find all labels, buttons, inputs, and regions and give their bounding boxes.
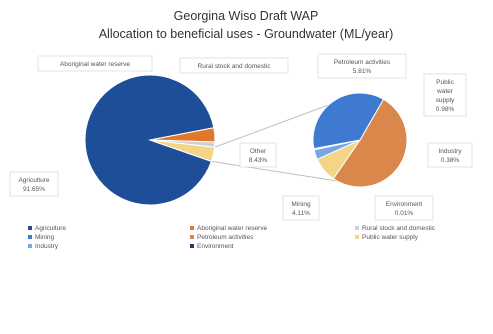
legend: Agriculture Mining Industry Aboriginal wate… <box>28 225 436 250</box>
other-pie <box>312 92 408 188</box>
pie-connector-lines <box>211 96 351 184</box>
legend-item: Mining <box>28 234 55 241</box>
callout-box <box>179 57 289 74</box>
callout-mining: Mining 4.11% <box>282 195 320 221</box>
callout-box <box>317 53 407 79</box>
legend-item: Aboriginal water reserve <box>190 225 267 232</box>
legend-swatch <box>28 244 32 248</box>
legend-label: Petroleum activities <box>197 234 254 241</box>
callout-text: Agriculture <box>18 177 49 184</box>
legend-item: Public water supply <box>355 234 419 241</box>
main-slice-other <box>149 139 216 162</box>
legend-swatch <box>190 244 194 248</box>
legend-swatch <box>355 235 359 239</box>
callout-industry: Industry 0.38% <box>427 142 473 168</box>
callout-box <box>374 195 434 221</box>
legend-swatch <box>355 226 359 230</box>
legend-item: Agriculture <box>28 225 66 232</box>
legend-label: Environment <box>197 243 234 250</box>
callout-text: 0.38% <box>441 157 460 164</box>
callout-box <box>423 73 467 117</box>
callout-text: 5.81% <box>353 68 372 75</box>
callout-stock: Rural stock and domestic <box>179 57 289 74</box>
legend-label: Agriculture <box>35 225 66 232</box>
callout-aboriginal: Aboriginal water reserve <box>37 55 153 72</box>
legend-label: Public water supply <box>362 234 419 241</box>
callout-text: water <box>436 88 454 95</box>
other-slice-petroleum <box>332 98 408 188</box>
callout-agriculture: Agriculture 91.65% <box>9 171 59 197</box>
legend-label: Mining <box>35 234 55 241</box>
callout-text: 91.65% <box>23 186 45 193</box>
connector-line-top <box>214 96 351 148</box>
main-slice-agriculture <box>84 74 215 206</box>
data-callouts: Aboriginal water reserve Rural stock and … <box>9 53 473 221</box>
legend-item: Petroleum activities <box>190 234 254 241</box>
legend-swatch <box>28 235 32 239</box>
legend-item: Rural stock and domestic <box>355 225 436 232</box>
connector-line-bottom <box>211 160 351 184</box>
callout-box <box>37 55 153 72</box>
callout-box <box>427 142 473 168</box>
other-slice-mining <box>312 92 385 150</box>
callout-text: 4.11% <box>292 210 310 217</box>
legend-label: Rural stock and domestic <box>362 225 436 232</box>
callout-box <box>239 142 277 168</box>
callout-text: Rural stock and domestic <box>198 63 272 70</box>
callout-text: Petroleum activities <box>334 59 391 66</box>
callout-text: Environment <box>386 201 423 208</box>
callout-text: 0.01% <box>395 210 414 217</box>
callout-text: 8.43% <box>249 157 268 164</box>
callout-text: Mining <box>291 201 311 208</box>
legend-swatch <box>28 226 32 230</box>
callout-text: Public <box>436 79 454 86</box>
callout-text: 0.98% <box>436 106 455 113</box>
callout-text: Other <box>250 148 267 155</box>
callout-petroleum: Petroleum activities 5.81% <box>317 53 407 79</box>
legend-item: Industry <box>28 243 59 250</box>
chart-title-line1: Georgina Wiso Draft WAP <box>174 9 319 23</box>
legend-swatch <box>190 235 194 239</box>
legend-item: Environment <box>190 243 234 250</box>
legend-swatch <box>190 226 194 230</box>
legend-label: Industry <box>35 243 59 250</box>
callout-box <box>9 171 59 197</box>
callout-text: supply <box>436 97 456 104</box>
chart-title-line2: Allocation to beneficial uses - Groundwa… <box>99 27 394 41</box>
callout-other: Other 8.43% <box>239 142 277 168</box>
callout-box <box>282 195 320 221</box>
main-pie <box>84 74 216 206</box>
callout-text: Aboriginal water reserve <box>60 61 130 68</box>
callout-environment: Environment 0.01% <box>374 195 434 221</box>
legend-label: Aboriginal water reserve <box>197 225 267 232</box>
callout-public: Public water supply 0.98% <box>423 73 467 117</box>
callout-text: Industry <box>438 148 462 155</box>
